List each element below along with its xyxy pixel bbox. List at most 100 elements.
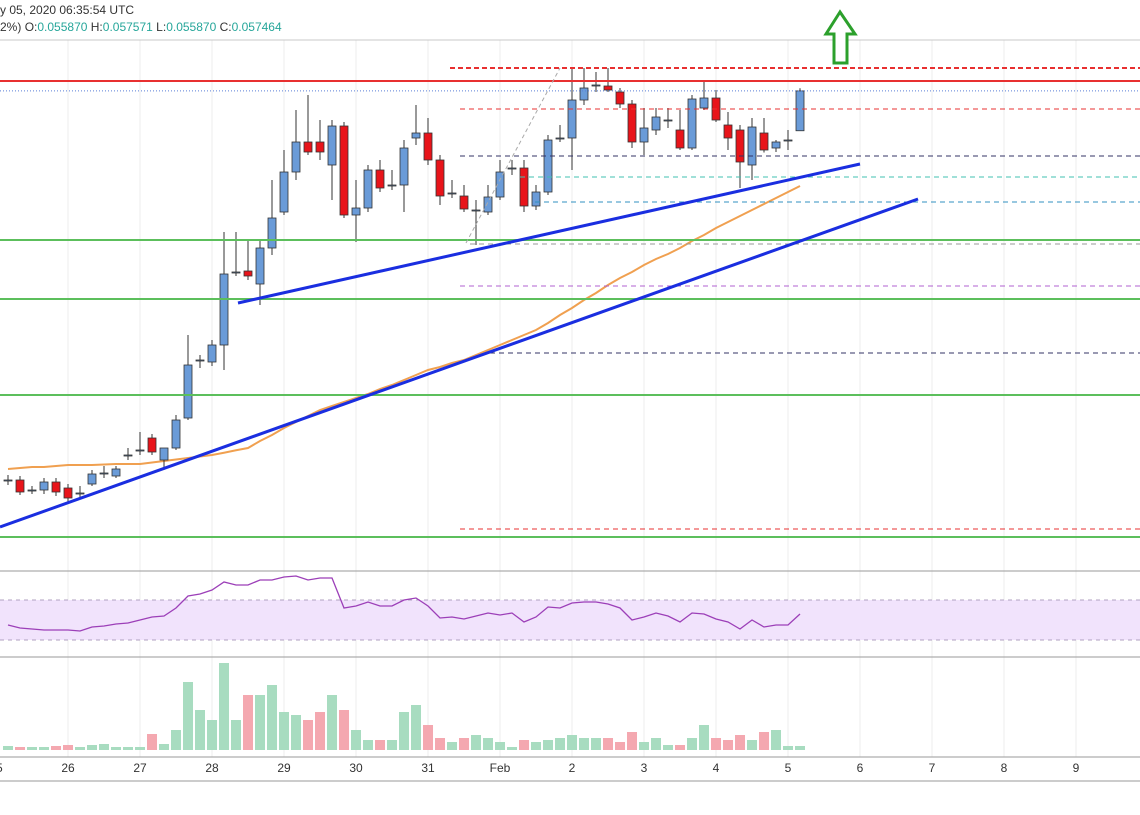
candle-body: [363, 169, 373, 209]
volume-bar: [99, 744, 110, 750]
x-tick-label: 2: [569, 761, 576, 775]
candle-body: [627, 103, 637, 143]
x-tick-label: 6: [857, 761, 864, 775]
volume-bar: [675, 745, 686, 750]
volume-bar: [219, 663, 230, 750]
ohlc-label: O:: [25, 20, 38, 34]
volume-bar: [171, 730, 182, 750]
candle-body: [723, 124, 733, 139]
plot: [0, 68, 1140, 750]
volume-bar: [435, 738, 446, 750]
volume-bar: [579, 738, 590, 750]
ohlc-value: 0.055870: [37, 20, 87, 34]
x-tick-label: Feb: [490, 761, 511, 775]
x-tick-label: 5: [785, 761, 792, 775]
candle-body: [459, 195, 469, 210]
volume-bar: [231, 720, 242, 750]
volume-bar: [87, 745, 98, 750]
volume-bar: [327, 695, 338, 750]
candle-body: [567, 99, 577, 139]
candle-body: [795, 90, 805, 132]
volume-bar: [639, 742, 650, 750]
ohlc-value: 0.057464: [232, 20, 282, 34]
candle-body: [243, 270, 253, 277]
volume-bar: [495, 742, 506, 750]
moving-average: [7, 185, 801, 470]
candle-body: [51, 481, 61, 493]
candle-body: [159, 447, 169, 461]
x-tick-label: 29: [277, 761, 291, 775]
candle-body: [519, 167, 529, 207]
ohlc-label: C:: [220, 20, 232, 34]
x-tick-label: 30: [349, 761, 363, 775]
volume-bar: [339, 710, 350, 750]
volume-bar: [375, 740, 386, 750]
rsi-band: [0, 600, 1140, 640]
volume-bar: [3, 746, 14, 750]
candle-body: [747, 126, 757, 166]
volume-bar: [195, 710, 206, 750]
x-tick-label: 8: [1001, 761, 1008, 775]
volume-bar: [159, 744, 170, 750]
x-tick-label: 26: [61, 761, 75, 775]
volume-bar: [699, 725, 710, 750]
candle-body: [423, 132, 433, 161]
candle-body: [195, 359, 205, 362]
candle-body: [603, 85, 613, 91]
volume-bar: [591, 738, 602, 750]
candle-body: [759, 132, 769, 151]
candle-body: [291, 141, 301, 173]
candle-body: [315, 141, 325, 153]
trend-line: [0, 197, 919, 529]
candle-body: [267, 217, 277, 249]
volume-bar: [615, 742, 626, 750]
candle-body: [147, 437, 157, 453]
candle-body: [183, 364, 193, 419]
candle-body: [171, 419, 181, 449]
candle-body: [231, 271, 241, 274]
up-arrow: [823, 9, 858, 65]
ohlc-value: 0.055870: [166, 20, 216, 34]
candle-body: [339, 125, 349, 216]
volume-bar: [243, 695, 254, 750]
ohlc-value: 0.057571: [103, 20, 153, 34]
candle-body: [303, 141, 313, 153]
candle-body: [375, 169, 385, 189]
x-tick-label: 25: [0, 761, 3, 775]
volume-bar: [111, 747, 122, 750]
candle-body: [123, 454, 133, 457]
candle-body: [327, 125, 337, 166]
volume-bar: [687, 738, 698, 750]
candle-body: [471, 209, 481, 212]
volume-bar: [447, 742, 458, 750]
volume-bar: [63, 745, 74, 750]
volume-bar: [471, 735, 482, 750]
candle-body: [435, 159, 445, 197]
volume-bar: [627, 732, 638, 750]
candle-body: [639, 127, 649, 143]
candle-body: [75, 492, 85, 495]
trend-line: [237, 162, 861, 305]
candle-body: [531, 191, 541, 207]
ohlc-label: L:: [156, 20, 166, 34]
candle-body: [351, 207, 361, 216]
volume-bar: [387, 740, 398, 750]
candle-body: [99, 472, 109, 475]
volume-bar: [411, 705, 422, 750]
candle-body: [663, 119, 673, 122]
candle-body: [675, 129, 685, 149]
candle-body: [387, 184, 397, 187]
volume-bar: [75, 747, 86, 750]
volume-bar: [795, 746, 806, 750]
x-tick-label: 9: [1073, 761, 1080, 775]
candle-body: [555, 137, 565, 140]
volume-bar: [291, 715, 302, 750]
volume-bar: [663, 745, 674, 750]
volume-bar: [279, 712, 290, 750]
volume-bar: [267, 685, 278, 750]
volume-bar: [147, 734, 158, 750]
volume-bar: [183, 682, 194, 750]
candle-body: [483, 196, 493, 213]
x-tick-label: 27: [133, 761, 147, 775]
volume-bar: [651, 738, 662, 750]
